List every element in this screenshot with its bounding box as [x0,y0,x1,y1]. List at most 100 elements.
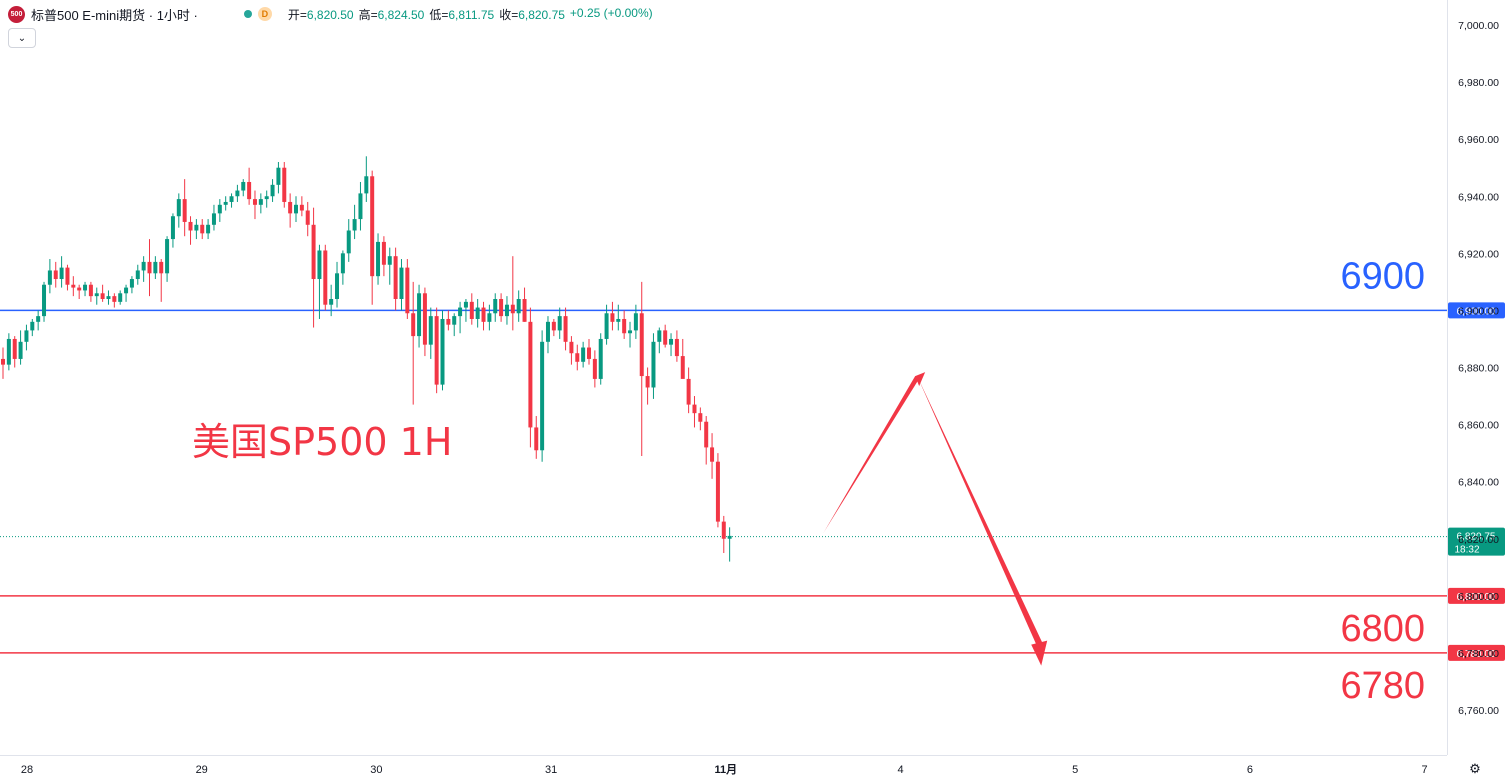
symbol-logo-icon: 500 [8,5,25,23]
candle-body [223,201,228,205]
candle [47,259,52,294]
candle [628,321,633,348]
candlestick-series [1,156,732,562]
candle-body [481,307,486,322]
candle [59,256,64,288]
chart-settings-icon[interactable]: ⚙ [1469,761,1481,776]
candle [428,307,433,359]
candle [340,250,345,285]
candle-body [147,261,152,274]
candle-body [247,181,252,200]
candle-body [241,181,246,191]
high-readout: 高=6,824.50 [358,7,425,22]
candle [147,239,152,297]
candle [587,338,591,365]
candle [405,259,410,319]
candle [364,156,369,202]
candle [223,196,228,211]
candle-body [545,321,550,342]
candle-body [528,321,533,428]
candle [487,304,492,331]
candle [211,204,216,231]
level-price-tag-6780 [1448,644,1505,661]
candle-body [633,313,638,331]
candle [411,281,416,405]
candle [458,301,463,334]
candle-body [258,199,263,205]
candle [100,284,105,302]
candle [399,259,404,311]
candle-body [534,427,539,451]
candle-body [598,338,603,379]
price-axis[interactable] [1447,0,1507,755]
candle [698,407,703,431]
level-price-tag-6800 [1448,587,1505,604]
candle-body [721,521,726,539]
candle-body [211,213,216,225]
candle [504,296,509,325]
candle [247,167,252,205]
level-price-label-6780: 6,780.00 [1457,649,1496,660]
price-tick-label: 6,860.00 [1458,420,1499,432]
candle [674,330,679,362]
candle [176,193,181,228]
candle-body [165,239,170,274]
time-tick-label: 4 [897,764,903,776]
time-tick-label: 5 [1072,764,1078,776]
projection-arrow [823,372,1048,666]
price-tick-label: 6,760.00 [1458,705,1499,717]
candle-body [651,341,656,388]
candle-body [112,296,117,302]
candle-body [376,241,381,277]
candle [575,344,580,371]
collapse-legend-button[interactable]: ⌄ [8,28,36,48]
candle [141,256,146,282]
candle [200,219,205,240]
candle [83,281,88,297]
candle-body [411,313,416,337]
low-readout: 低=6,811.75 [429,7,495,22]
candle-body [30,321,35,331]
candle-body [24,330,29,342]
price-tick-label: 6,980.00 [1458,77,1499,89]
candle-body [235,190,240,197]
candle-body [159,261,164,274]
candle-body [616,318,621,322]
price-tick-label: 6,940.00 [1458,191,1499,203]
candle-body [645,376,650,388]
candle-body [346,230,351,254]
candle [77,284,82,299]
candle-body [317,250,322,280]
symbol-title[interactable]: 标普500 E-mini期货 · 1小时 · [31,7,198,23]
candle [258,193,263,214]
candle-body [628,330,633,334]
candle [124,284,129,302]
candle [563,307,568,351]
candle [604,304,609,345]
candle [452,313,457,337]
candle [376,233,381,285]
candle-body [206,224,211,234]
annotations: 美国SP500 1H [192,420,452,464]
time-tick-label: 28 [21,764,33,776]
candle-body [493,299,498,314]
candle [88,281,93,302]
candle-body [710,447,715,462]
candle [323,244,328,311]
candle [639,281,644,456]
candle-body [59,267,64,280]
level-price-tag-6900 [1448,302,1505,319]
candle [633,304,638,339]
candle-body [540,341,545,451]
candle [42,281,47,322]
candle-body [36,316,41,322]
data-feed-badge[interactable]: D [257,7,272,21]
candle-body [6,338,11,365]
axis-labels: 6,900.00 6,800.00 6,780.00 6,820.75 18:32 7,0… [21,20,1505,776]
time-axis[interactable] [0,755,1447,780]
candle-body [405,267,410,314]
candle-body [264,196,269,200]
candle [18,330,23,365]
candle-body [487,313,492,322]
